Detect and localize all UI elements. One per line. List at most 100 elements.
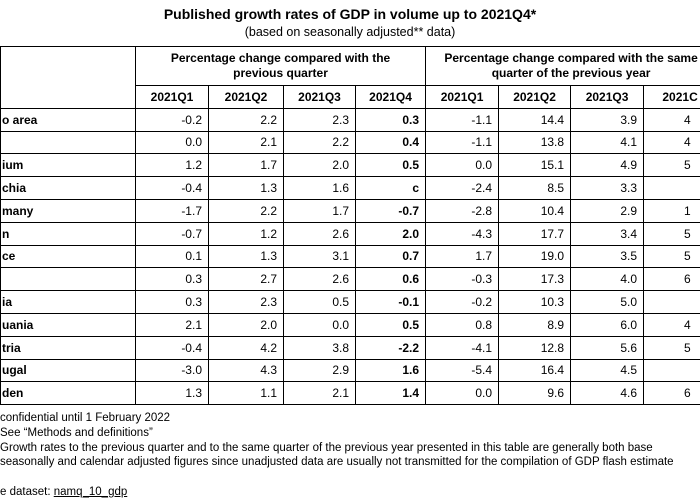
cell: 2.0 <box>354 221 427 246</box>
cell: 1.6 <box>354 358 427 383</box>
row-label <box>0 267 136 292</box>
footnote: confidential until 1 February 2022 <box>0 412 171 424</box>
cell: 5 <box>643 335 700 360</box>
cell: 3.4 <box>570 221 645 246</box>
cell: 6 <box>643 267 700 292</box>
cell: 0.3 <box>354 107 427 132</box>
quarter-header: 2021Q3 <box>570 85 645 109</box>
row: tria -0.4 4.2 3.8 -2.2 -4.1 12.8 5.6 5 <box>0 335 700 360</box>
footnote: Growth rates to the previous quarter and… <box>0 442 653 454</box>
cell: 2.2 <box>208 198 284 223</box>
cell: 0.0 <box>283 312 356 337</box>
cell: -0.2 <box>135 107 209 132</box>
cell: 0.0 <box>425 153 500 178</box>
cell <box>643 290 700 314</box>
cell: 4.6 <box>570 381 645 406</box>
cell: 2.3 <box>208 290 284 314</box>
row: 0.3 2.7 2.6 0.6 -0.3 17.3 4.0 6 <box>0 267 700 292</box>
quarter-header: 2021Q2 <box>498 85 572 109</box>
cell: c <box>354 176 427 200</box>
cell: 2.3 <box>283 107 356 132</box>
cell: 0.0 <box>425 381 500 406</box>
cell: -0.7 <box>354 198 427 223</box>
cell: 1.7 <box>208 153 284 178</box>
cell: -0.3 <box>425 267 500 292</box>
dataset-prefix: e dataset: <box>0 486 51 498</box>
cell: 4 <box>643 312 700 337</box>
cell: 19.0 <box>498 244 572 269</box>
cell: 1.6 <box>283 176 356 200</box>
cell: 17.7 <box>498 221 572 246</box>
footnote: See “Methods and definitions” <box>0 427 153 439</box>
cell: 0.1 <box>135 244 209 269</box>
cell: 10.3 <box>498 290 572 314</box>
row-label: tria <box>0 335 136 360</box>
cell: 2.1 <box>135 312 209 337</box>
row-label: den <box>0 381 136 406</box>
cell: 5 <box>643 221 700 246</box>
quarter-header: 2021Q1 <box>425 85 500 109</box>
cell <box>643 176 700 200</box>
cell: 4.1 <box>570 130 645 155</box>
cell: -1.1 <box>425 107 500 132</box>
row: n -0.7 1.2 2.6 2.0 -4.3 17.7 3.4 5 <box>0 221 700 246</box>
cell: 1 <box>643 198 700 223</box>
row: ugal -3.0 4.3 2.9 1.6 -5.4 16.4 4.5 <box>0 358 700 383</box>
cell: -2.4 <box>425 176 500 200</box>
cell: 5 <box>643 153 700 178</box>
cell: 5 <box>643 244 700 269</box>
cell: -0.4 <box>135 176 209 200</box>
cell: -3.0 <box>135 358 209 383</box>
cell: 3.9 <box>570 107 645 132</box>
cell: 8.5 <box>498 176 572 200</box>
cell: 0.5 <box>354 312 427 337</box>
cell: 1.3 <box>135 381 209 406</box>
cell: 2.7 <box>208 267 284 292</box>
cell: 2.0 <box>283 153 356 178</box>
cell: 1.7 <box>283 198 356 223</box>
cell: -4.1 <box>425 335 500 360</box>
cell: 4.2 <box>208 335 284 360</box>
quarter-header: 2021Q2 <box>208 85 284 109</box>
cell: 2.1 <box>283 381 356 406</box>
row: den 1.3 1.1 2.1 1.4 0.0 9.6 4.6 6 <box>0 381 700 406</box>
cell: 10.4 <box>498 198 572 223</box>
cell: 16.4 <box>498 358 572 383</box>
row: many -1.7 2.2 1.7 -0.7 -2.8 10.4 2.9 1 <box>0 198 700 223</box>
cell: 3.5 <box>570 244 645 269</box>
dataset-line: e dataset: namq_10_gdp <box>0 486 127 498</box>
row-label: n <box>0 221 136 246</box>
cell: -2.8 <box>425 198 500 223</box>
cell: 0.3 <box>135 290 209 314</box>
cell: -0.4 <box>135 335 209 360</box>
cell: -2.2 <box>354 335 427 360</box>
row: 0.0 2.1 2.2 0.4 -1.1 13.8 4.1 4 <box>0 130 700 155</box>
cell: -5.4 <box>425 358 500 383</box>
cell: 5.0 <box>570 290 645 314</box>
row-label: ium <box>0 153 136 178</box>
cell: 6 <box>643 381 700 406</box>
cell: 2.6 <box>283 267 356 292</box>
row-label: uania <box>0 312 136 337</box>
cell: -1.1 <box>425 130 500 155</box>
row: ium 1.2 1.7 2.0 0.5 0.0 15.1 4.9 5 <box>0 153 700 178</box>
dataset-link[interactable]: namq_10_gdp <box>53 486 128 498</box>
cell: 8.9 <box>498 312 572 337</box>
cell: 0.7 <box>354 244 427 269</box>
cell: 9.6 <box>498 381 572 406</box>
cell: -1.7 <box>135 198 209 223</box>
cell: 2.9 <box>283 358 356 383</box>
quarter-header: 2021Q3 <box>283 85 356 109</box>
cell: 3.1 <box>283 244 356 269</box>
cell: 2.1 <box>208 130 284 155</box>
cell: 1.3 <box>208 244 284 269</box>
row-label <box>0 130 136 155</box>
row-label: ugal <box>0 358 136 383</box>
cell: 2.9 <box>570 198 645 223</box>
group-header: Percentage change compared with the prev… <box>134 46 427 86</box>
row: chia -0.4 1.3 1.6 c -2.4 8.5 3.3 <box>0 176 700 200</box>
cell: 12.8 <box>498 335 572 360</box>
cell: 0.4 <box>354 130 427 155</box>
cell: 15.1 <box>498 153 572 178</box>
